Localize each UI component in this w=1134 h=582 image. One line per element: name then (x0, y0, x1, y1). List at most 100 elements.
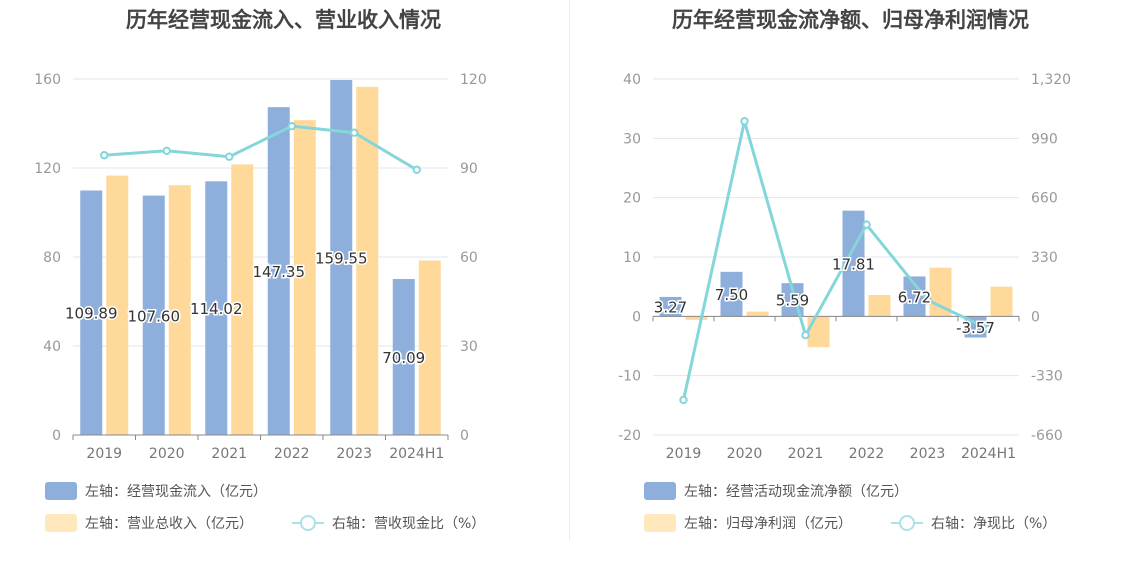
ratio-point (923, 295, 932, 305)
legend-swatch-line-icon (292, 514, 324, 532)
bar-orange (231, 164, 254, 435)
right-axis-tick: 990 (1031, 131, 1058, 147)
left-axis-tick: 40 (623, 72, 641, 88)
right-axis-tick: 120 (460, 72, 487, 88)
left-legend-line[interactable]: 右轴：营收现金比（%） (292, 513, 485, 533)
left-axis-tick: 0 (632, 309, 641, 325)
legend-swatch-blue (644, 482, 676, 500)
x-axis-label: 2021 (788, 446, 824, 462)
x-axis-label: 2021 (211, 446, 247, 462)
right-axis-tick: -330 (1031, 369, 1063, 385)
left-axis-tick: 30 (623, 131, 641, 147)
left-axis-tick: 20 (623, 191, 641, 207)
x-axis-label: 2022 (849, 446, 885, 462)
bar-data-label: 159.55 (315, 250, 368, 268)
bar-data-label: 109.89 (65, 305, 118, 323)
left-axis-tick: 120 (34, 161, 61, 177)
left-axis-tick: 80 (43, 250, 61, 266)
left-chart-title: 历年经营现金流入、营业收入情况 (126, 8, 441, 32)
right-legend-line[interactable]: 右轴：净现比（%） (891, 513, 1056, 533)
ratio-point (412, 165, 421, 174)
legend-label: 左轴：归母净利润（亿元） (684, 516, 852, 532)
ratio-point (225, 152, 234, 161)
bar-data-label: 107.60 (128, 307, 181, 325)
x-axis-label: 2024H1 (961, 446, 1016, 462)
bar-blue (267, 107, 290, 436)
legend-label: 右轴：营收现金比（%） (332, 516, 486, 532)
x-axis-label: 2020 (727, 446, 763, 462)
right-axis-tick: 1,320 (1031, 72, 1071, 88)
ratio-point (801, 331, 810, 340)
bar-data-label: 147.35 (253, 263, 306, 281)
panel-divider (569, 0, 570, 540)
bar-data-label: 7.50 (715, 286, 748, 304)
left-axis-tick: -20 (618, 428, 641, 444)
bar-data-label: 17.81 (832, 255, 875, 273)
right-axis-tick: 0 (1031, 309, 1040, 325)
bar-orange (356, 86, 379, 435)
left-axis-tick: 0 (52, 428, 61, 444)
legend-swatch-orange (644, 514, 676, 532)
bar-data-label: 70.09 (382, 349, 425, 367)
legend-label: 左轴：营业总收入（亿元） (85, 516, 253, 532)
ratio-line (104, 124, 418, 172)
right-chart-panel: 历年经营现金流净额、归母净利润情况 -20 -10 0 10 20 30 40 -660 -33… (567, 0, 1134, 582)
bar-blue (659, 296, 682, 317)
legend-label: 左轴：经营活动现金流净额（亿元） (684, 484, 908, 500)
right-axis-tick: 330 (1031, 250, 1058, 266)
x-axis-label: 2019 (666, 446, 702, 462)
ratio-point (740, 117, 749, 126)
right-legend-bar2[interactable]: 左轴：归母净利润（亿元） (644, 513, 852, 533)
bar-blue (720, 271, 743, 317)
bar-orange (418, 260, 441, 435)
bar-orange (990, 286, 1013, 317)
bar-orange (868, 294, 891, 317)
bar-orange (106, 175, 129, 435)
ratio-point (350, 128, 359, 137)
ratio-point (287, 121, 296, 131)
x-axis-label: 2020 (149, 446, 185, 462)
bar-orange (685, 316, 708, 320)
bar-blue (392, 279, 415, 435)
bar-blue (903, 276, 926, 317)
bar-orange (168, 185, 191, 435)
bar-blue (80, 190, 103, 435)
ratio-point (984, 324, 993, 334)
right-legend-bar1[interactable]: 左轴：经营活动现金流净额（亿元） (644, 481, 908, 501)
x-axis-label: 2022 (274, 446, 310, 462)
x-axis-label: 2019 (86, 446, 122, 462)
right-chart-title: 历年经营现金流净额、归母净利润情况 (672, 8, 1029, 32)
right-axis-tick: 90 (460, 161, 478, 177)
left-axis-tick: 160 (34, 72, 61, 88)
legend-label: 左轴：经营现金流入（亿元） (85, 484, 267, 500)
legend-swatch-line-icon (891, 514, 923, 532)
bar-data-label: 114.02 (190, 300, 243, 318)
left-axis-tick: 10 (623, 250, 641, 266)
legend-swatch-blue (45, 482, 77, 500)
left-legend-bar1[interactable]: 左轴：经营现金流入（亿元） (45, 481, 267, 501)
legend-label: 右轴：净现比（%） (931, 516, 1057, 532)
right-chart-plot: -20 -10 0 10 20 30 40 -660 -330 0 330 660 990 1,320 20… (618, 72, 1071, 462)
right-axis-tick: 60 (460, 250, 478, 266)
ratio-point (162, 146, 171, 155)
bar-orange (293, 120, 316, 435)
right-axis-tick: 0 (460, 428, 469, 444)
left-chart-plot: 0 40 80 120 160 0 30 60 90 120 2019 2020 2021 2022 202… (34, 72, 487, 462)
ratio-point (100, 151, 109, 160)
right-axis-tick: 30 (460, 339, 478, 355)
bar-data-label: 6.72 (898, 288, 931, 306)
bar-blue (142, 195, 165, 435)
x-axis-label: 2024H1 (389, 446, 444, 462)
legend-swatch-orange (45, 514, 77, 532)
ratio-point (862, 220, 871, 229)
bar-data-label: 3.27 (654, 299, 687, 317)
ratio-point (679, 395, 688, 405)
x-axis-label: 2023 (910, 446, 946, 462)
left-chart-panel: 历年经营现金流入、营业收入情况 0 40 80 120 160 0 30 60 90 120 201… (34, 8, 487, 533)
bar-data-label: 5.59 (776, 292, 809, 310)
x-axis-label: 2023 (336, 446, 372, 462)
ratio-line (682, 120, 990, 401)
left-legend-bar2[interactable]: 左轴：营业总收入（亿元） (45, 513, 253, 533)
right-axis-tick: 660 (1031, 191, 1058, 207)
left-axis-tick: 40 (43, 339, 61, 355)
